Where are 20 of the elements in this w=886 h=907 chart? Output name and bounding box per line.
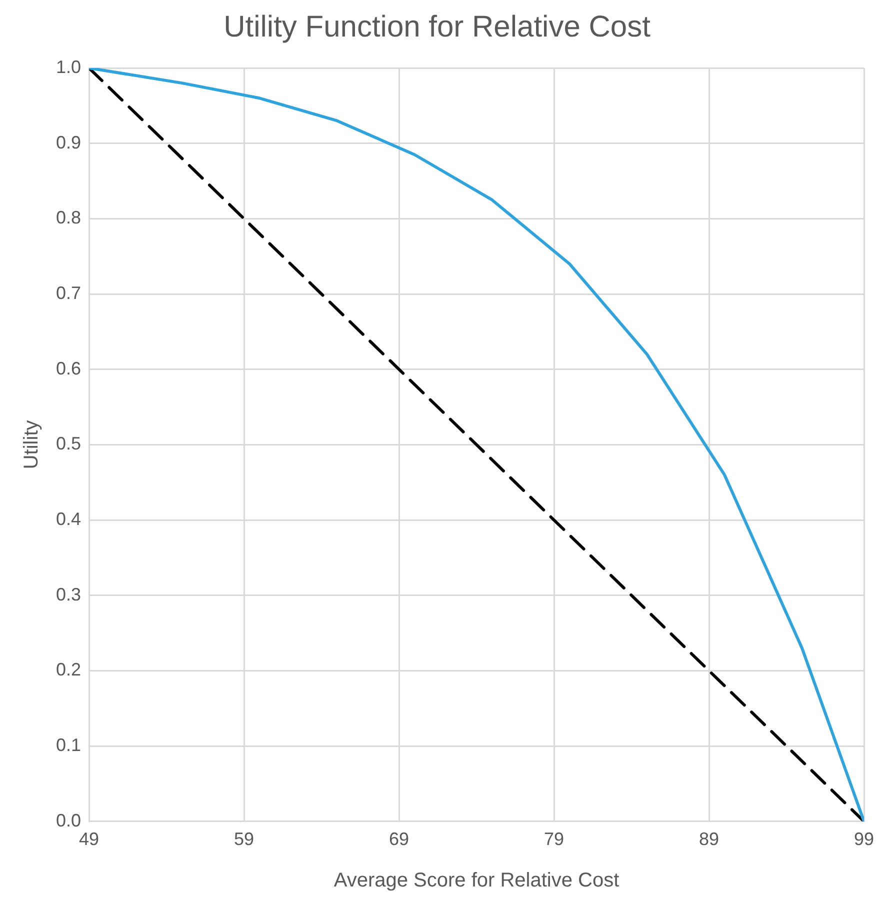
- y-tick-label: 0.8: [56, 208, 82, 228]
- x-tick-label: 99: [854, 829, 874, 850]
- y-axis-title: Utility: [20, 420, 43, 470]
- x-tick-label: 79: [544, 829, 564, 850]
- y-tick-label: 0.1: [56, 735, 82, 756]
- y-tick-label: 0.6: [56, 358, 82, 378]
- x-axis-title: Average Score for Relative Cost: [334, 870, 620, 892]
- y-tick-label: 0.3: [56, 584, 82, 604]
- x-tick-label: 89: [698, 829, 720, 850]
- y-tick-label: 0.2: [56, 660, 82, 680]
- y-tick-label: 0.5: [56, 434, 82, 454]
- y-tick-label: 0.7: [56, 282, 82, 303]
- x-tick-label: 69: [389, 829, 410, 850]
- x-tick-label: 49: [79, 829, 100, 850]
- chart-title: Utility Function for Relative Cost: [224, 10, 652, 44]
- y-tick-label: 1.0: [56, 56, 82, 77]
- y-tick-label: 0.4: [56, 509, 82, 530]
- x-tick-label: 59: [234, 829, 254, 850]
- y-tick-label: 0.0: [56, 810, 82, 830]
- y-tick-label: 0.9: [56, 132, 82, 152]
